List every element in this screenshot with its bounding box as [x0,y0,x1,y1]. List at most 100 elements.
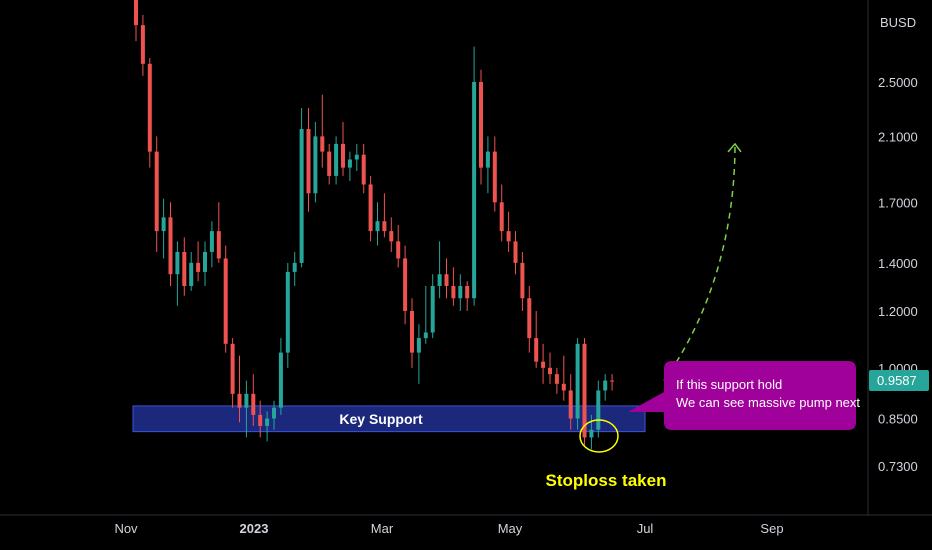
time-tick-label: Sep [760,521,783,536]
candle-down [154,151,159,232]
candle-down [548,367,552,375]
price-tick-label: 0.7300 [878,459,918,474]
candle-up [423,332,428,339]
callout-line-1: If this support hold [676,377,782,392]
callout: If this support hold We can see massive … [628,361,860,430]
price-tick-label: 2.5000 [878,75,918,90]
candle-up [292,262,297,272]
candle-down [182,251,187,286]
candle-down [561,383,566,391]
candle-up [589,429,594,438]
candle-up [437,274,442,286]
candle-down [513,241,518,263]
candle-down [465,285,470,299]
projection-curve [663,143,736,382]
price-tick-label: 2.1000 [878,129,918,144]
candle-up [209,231,214,252]
candle-up [189,262,194,286]
key-support-box [132,405,646,433]
candle-up [347,159,352,168]
candle-up [430,285,435,333]
candle-down [451,285,456,299]
time-tick-label: Nov [114,521,138,536]
stoploss-label: Stoploss taken [546,471,667,490]
candle-down [168,217,173,275]
callout-bubble [628,361,856,430]
price-tick-label: 1.2000 [878,304,918,319]
candle-up [285,271,290,353]
arrow-head-icon [727,142,742,153]
candle-up [299,129,304,263]
time-ticks: Nov 2023 Mar May Jul Sep [114,521,783,536]
stoploss-circle [579,419,619,453]
candle-down [534,338,539,362]
candle-down [251,393,256,415]
projection-arrow [663,142,742,382]
candle-up [265,418,270,426]
candle-up [603,380,608,391]
candle-down [196,262,201,272]
currency-label: BUSD [880,15,916,30]
candle-down [410,310,414,353]
candle-down [361,154,366,185]
candle-up [278,352,283,408]
candle-down [368,184,373,232]
candle-down [147,63,152,152]
price-tick-label: 0.8500 [878,412,918,427]
price-tick-label: 1.7000 [878,195,918,210]
candle-down [327,151,332,176]
candle-down [527,298,532,339]
candle-up [272,407,276,419]
candle-down [499,202,504,232]
time-tick-label: Jul [637,521,654,536]
candle-down [396,241,401,259]
candle-up [472,82,477,299]
price-ticks: 2.50002.10001.70001.40001.20001.00000.85… [878,75,918,474]
time-tick-label: May [498,521,523,536]
candle-up [354,154,359,160]
candle-down [444,274,449,286]
callout-line-2: We can see massive pump next [676,395,860,410]
candle-down [320,136,325,152]
candle-up [175,251,180,275]
candle-down [258,414,263,426]
candle-down [216,231,221,259]
candle-down [610,380,615,382]
candle-down [306,129,311,194]
candles [134,0,615,450]
candle-down [541,361,546,368]
candle-down [506,231,511,242]
price-tick-label: 1.4000 [878,256,918,271]
candle-down [230,343,235,394]
candle-down [568,390,573,419]
candle-up [416,338,421,353]
candle-up [161,217,166,232]
last-price-tag [869,369,929,391]
candle-down [341,143,345,168]
price-axis[interactable]: BUSD 2.50002.10001.70001.40001.20001.000… [867,0,929,515]
candle-down [237,393,242,408]
candle-down [492,151,497,203]
candle-down [403,258,408,311]
last-price-value: 0.9587 [877,373,917,388]
key-support-label: Key Support [339,411,423,427]
candle-down [134,0,138,26]
candle-up [485,151,490,168]
candle-down [140,25,145,64]
candle-up [313,136,318,194]
candle-down [389,231,394,242]
time-axis[interactable]: Nov 2023 Mar May Jul Sep [0,514,932,536]
key-support-zone: Key Support [132,405,646,433]
time-tick-label: 2023 [240,521,269,536]
candle-down [382,221,387,232]
candle-up [575,343,580,419]
candle-up [458,285,463,299]
candle-up [244,393,249,408]
candle-down [520,262,525,299]
candle-down [479,82,483,168]
time-tick-label: Mar [371,521,394,536]
candle-down [582,343,587,438]
candle-down [223,258,228,344]
